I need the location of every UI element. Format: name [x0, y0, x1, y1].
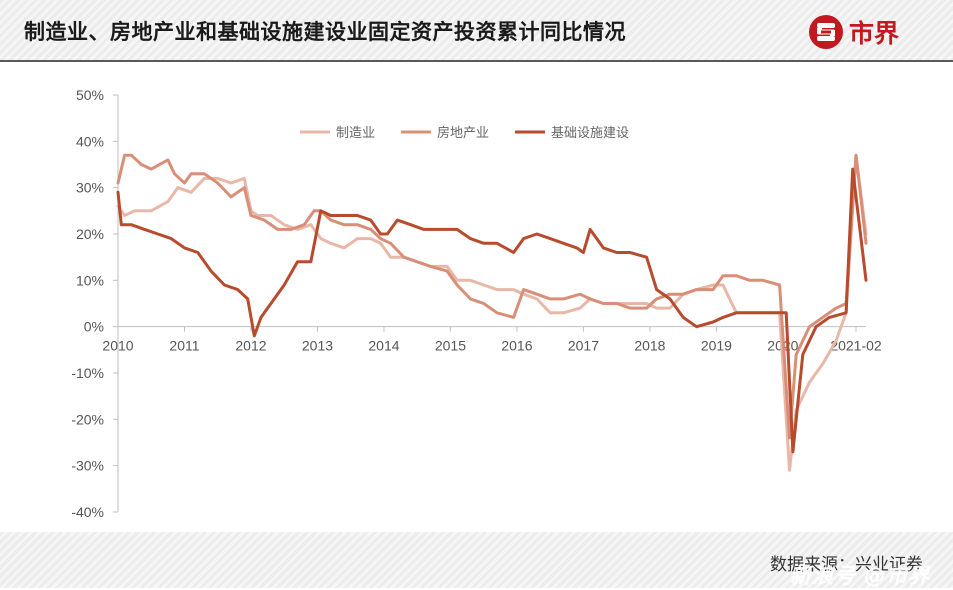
x-tick-label: 2010	[102, 338, 133, 354]
footer-bar: 数据来源：兴业证券 新浪号 @市界	[0, 532, 953, 588]
x-axis: 2010 2011 2012 2013 2014 2015 2016 2017 2018 2019…	[102, 326, 882, 354]
y-tick-label: 10%	[76, 272, 104, 288]
y-tick-label: -30%	[71, 458, 104, 474]
legend-label-1: 制造业	[336, 126, 375, 141]
line-chart: 50%40%30%20%10%0%-10%-20%-30%-40% 2010 20…	[71, 87, 882, 520]
x-tick-label: 2016	[501, 338, 532, 354]
y-tick-label: 40%	[76, 133, 104, 149]
x-tick-label: 2015	[435, 338, 466, 354]
brand-logo-icon	[809, 15, 843, 49]
y-tick-label: 50%	[76, 87, 104, 103]
y-tick-label: -20%	[71, 411, 104, 427]
y-tick-label: 30%	[76, 180, 104, 196]
header-bar: 制造业、房地产业和基础设施建设业固定资产投资累计同比情况 市界	[0, 0, 953, 62]
series-lines	[116, 153, 868, 472]
legend-label-2: 房地产业	[437, 125, 489, 141]
series-line-2	[116, 153, 868, 440]
data-source: 数据来源：兴业证券	[770, 555, 923, 575]
y-tick-label: 20%	[76, 226, 104, 242]
y-tick-label: -40%	[71, 504, 104, 520]
y-axis: 50% 40% 30% 20% 10% 0% -10% -20% -30% -40%	[71, 87, 119, 520]
brand: 市界	[808, 12, 899, 52]
y-tick-label: -10%	[71, 365, 104, 381]
legend-label-3: 基础设施建设	[551, 126, 629, 141]
x-tick-label: 2012	[235, 338, 266, 354]
watermark: 新浪号 @市界	[790, 564, 931, 588]
x-tick-label: 2017	[568, 338, 599, 354]
legend: 制造业 房地产业 基础设施建设	[300, 125, 629, 141]
page-title: 制造业、房地产业和基础设施建设业固定资产投资累计同比情况	[24, 20, 626, 44]
x-tick-label: 2013	[302, 338, 333, 354]
x-tick-label: 2014	[368, 338, 399, 354]
series-line-3	[116, 167, 868, 454]
x-tick-label: 2019	[701, 338, 732, 354]
x-tick-label: 2018	[634, 338, 665, 354]
x-tick-label: 2021-02	[830, 338, 882, 354]
x-tick-label: 2011	[169, 338, 199, 354]
y-tick-label: 0%	[84, 319, 104, 335]
brand-name: 市界	[849, 19, 900, 48]
